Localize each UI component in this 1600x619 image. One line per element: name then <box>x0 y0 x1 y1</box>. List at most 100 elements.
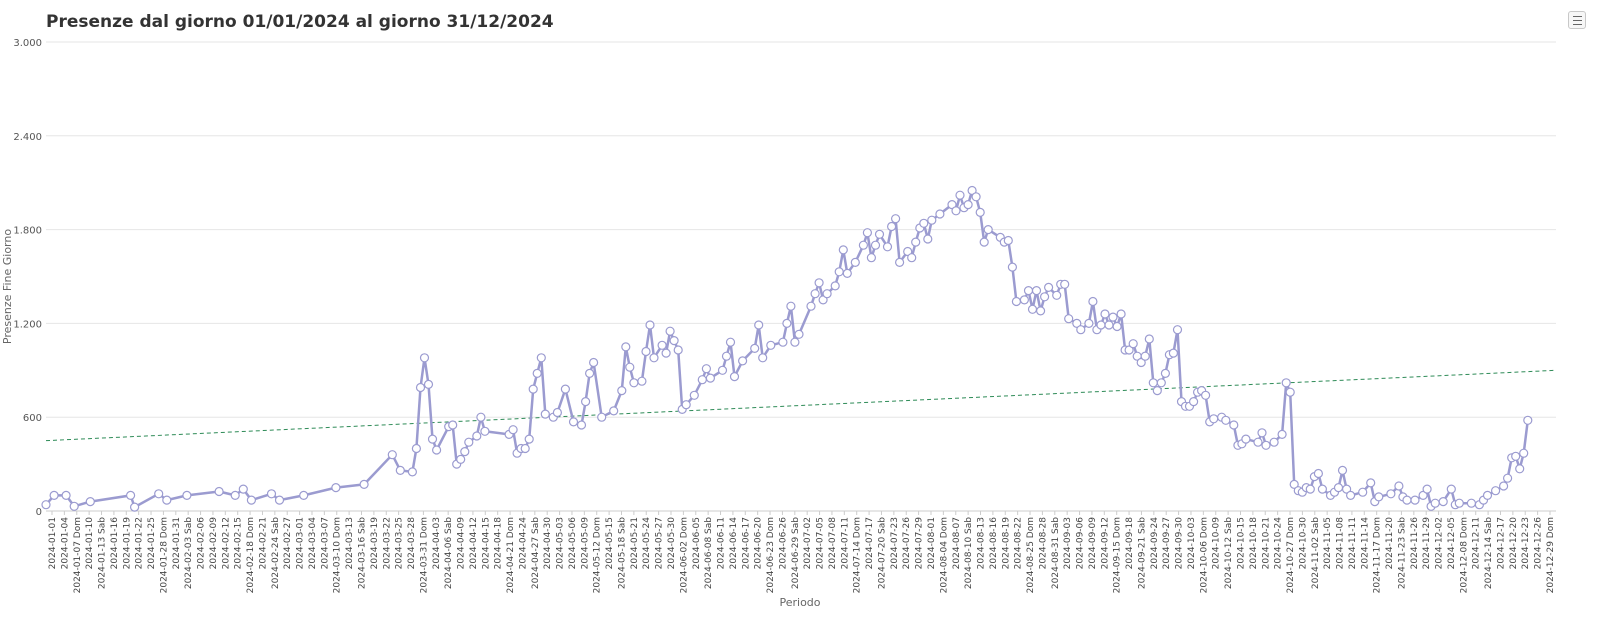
data-point[interactable] <box>1289 479 1299 489</box>
data-point[interactable] <box>850 257 860 267</box>
data-point[interactable] <box>274 495 285 505</box>
data-point[interactable] <box>701 364 712 374</box>
data-point[interactable] <box>560 384 571 394</box>
data-point[interactable] <box>1124 345 1134 355</box>
data-point[interactable] <box>85 497 95 507</box>
data-point[interactable] <box>1076 325 1086 335</box>
data-point[interactable] <box>822 289 832 299</box>
data-point[interactable] <box>1052 290 1062 300</box>
data-point[interactable] <box>1007 262 1018 272</box>
data-point[interactable] <box>1104 320 1114 330</box>
data-point[interactable] <box>456 454 466 464</box>
data-point[interactable] <box>476 412 486 422</box>
data-point[interactable] <box>697 375 707 385</box>
data-point[interactable] <box>657 340 667 350</box>
data-point[interactable] <box>1088 296 1098 307</box>
data-point[interactable] <box>540 409 550 419</box>
hamburger-menu-icon[interactable] <box>1568 11 1586 29</box>
data-point[interactable] <box>411 443 421 454</box>
data-point[interactable] <box>230 490 240 500</box>
data-point[interactable] <box>407 467 417 477</box>
data-point[interactable] <box>41 500 51 510</box>
data-point[interactable] <box>246 495 256 505</box>
data-point[interactable] <box>1100 309 1110 319</box>
data-point[interactable] <box>665 326 675 336</box>
data-point[interactable] <box>1446 484 1456 494</box>
data-point[interactable] <box>673 345 683 355</box>
data-point[interactable] <box>464 437 474 447</box>
data-point[interactable] <box>1502 473 1513 483</box>
data-point[interactable] <box>1317 484 1328 494</box>
data-point[interactable] <box>794 329 804 339</box>
data-point[interactable] <box>858 240 869 250</box>
data-point[interactable] <box>1410 495 1420 505</box>
data-point[interactable] <box>1454 498 1464 508</box>
data-point[interactable] <box>810 289 820 299</box>
data-point[interactable] <box>778 337 788 347</box>
data-point[interactable] <box>49 490 59 500</box>
data-point[interactable] <box>214 486 224 497</box>
data-point[interactable] <box>1043 282 1054 292</box>
data-point[interactable] <box>1394 481 1404 491</box>
data-point[interactable] <box>1096 320 1106 330</box>
data-point[interactable] <box>661 348 671 358</box>
data-point[interactable] <box>1011 296 1022 307</box>
data-point[interactable] <box>1136 357 1146 368</box>
data-point[interactable] <box>1241 434 1251 444</box>
data-point[interactable] <box>927 215 937 225</box>
data-point[interactable] <box>951 206 961 216</box>
data-point[interactable] <box>1337 465 1348 475</box>
data-point[interactable] <box>1152 386 1162 396</box>
data-point[interactable] <box>689 390 699 400</box>
data-point[interactable] <box>1515 464 1525 474</box>
data-point[interactable] <box>1072 318 1082 328</box>
data-point[interactable] <box>790 337 800 347</box>
data-point[interactable] <box>834 267 844 277</box>
data-point[interactable] <box>1366 478 1376 488</box>
data-point[interactable] <box>299 490 309 500</box>
data-point[interactable] <box>681 400 691 410</box>
data-point[interactable] <box>609 406 619 416</box>
data-point[interactable] <box>448 420 458 430</box>
data-point[interactable] <box>1345 490 1356 500</box>
data-point[interactable] <box>786 301 796 311</box>
data-point[interactable] <box>1490 486 1501 496</box>
data-point[interactable] <box>766 340 776 350</box>
data-point[interactable] <box>524 434 534 444</box>
data-point[interactable] <box>814 278 824 288</box>
data-point[interactable] <box>266 489 277 499</box>
data-point[interactable] <box>238 484 248 494</box>
data-point[interactable] <box>61 490 71 500</box>
data-point[interactable] <box>460 447 470 457</box>
data-point[interactable] <box>1112 321 1122 332</box>
data-point[interactable] <box>1430 498 1440 508</box>
data-point[interactable] <box>584 368 595 378</box>
data-point[interactable] <box>1023 286 1034 296</box>
data-point[interactable] <box>1277 429 1287 439</box>
data-point[interactable] <box>1128 339 1138 349</box>
data-point[interactable] <box>838 245 848 255</box>
data-point[interactable] <box>754 320 764 330</box>
data-point[interactable] <box>729 372 740 382</box>
data-point[interactable] <box>520 443 530 454</box>
data-point[interactable] <box>480 426 490 436</box>
data-point[interactable] <box>182 490 192 500</box>
data-point[interactable] <box>130 502 140 512</box>
data-point[interactable] <box>862 228 873 238</box>
data-point[interactable] <box>645 320 655 330</box>
data-point[interactable] <box>737 356 748 366</box>
data-point[interactable] <box>979 237 989 247</box>
data-point[interactable] <box>629 378 639 388</box>
data-point[interactable] <box>1027 304 1038 314</box>
data-point[interactable] <box>1116 309 1126 319</box>
data-point[interactable] <box>717 365 728 375</box>
data-point[interactable] <box>1019 295 1030 305</box>
data-point[interactable] <box>907 253 917 263</box>
data-point[interactable] <box>1253 437 1263 447</box>
data-point[interactable] <box>576 420 587 430</box>
data-point[interactable] <box>588 357 599 368</box>
data-point[interactable] <box>621 342 631 352</box>
data-point[interactable] <box>806 301 816 311</box>
data-point[interactable] <box>597 412 607 422</box>
data-point[interactable] <box>963 200 973 210</box>
